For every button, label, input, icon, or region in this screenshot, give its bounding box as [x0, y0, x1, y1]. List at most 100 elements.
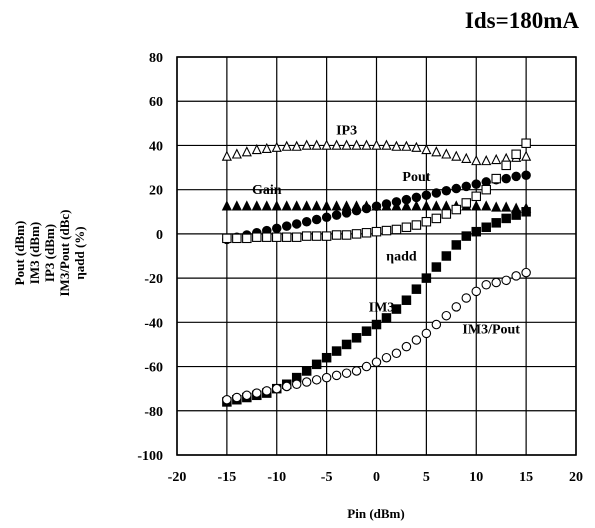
data-point — [251, 143, 262, 155]
data-point — [331, 230, 342, 240]
data-point — [291, 200, 302, 211]
data-point — [321, 212, 332, 223]
y-tick-label: 40 — [149, 139, 163, 154]
data-point — [471, 200, 482, 211]
data-point — [311, 214, 322, 225]
series-annotation: IM3/Pout — [462, 322, 520, 337]
series-annotation: Gain — [252, 183, 282, 198]
data-point — [511, 271, 521, 281]
data-point — [511, 210, 521, 220]
data-point — [501, 275, 511, 286]
y-tick-label: 0 — [156, 228, 163, 243]
data-point — [481, 200, 492, 211]
data-point — [491, 173, 501, 184]
data-point — [441, 310, 452, 321]
data-point — [242, 233, 252, 244]
data-point — [491, 201, 502, 212]
data-point — [391, 197, 402, 207]
data-point — [311, 359, 322, 370]
data-point — [381, 225, 392, 236]
data-point — [262, 386, 272, 396]
y-tick-label: -80 — [144, 405, 163, 420]
data-point — [441, 251, 452, 261]
data-point — [421, 216, 432, 227]
data-point — [501, 160, 511, 171]
data-point — [321, 372, 332, 383]
data-point — [421, 328, 432, 339]
data-point — [221, 200, 232, 211]
data-point — [351, 229, 362, 239]
plot-frame — [176, 56, 577, 456]
x-tick-label: -5 — [321, 470, 333, 485]
data-point — [461, 293, 472, 303]
data-point — [441, 148, 452, 159]
data-point — [291, 140, 302, 151]
data-point — [401, 200, 412, 211]
x-tick-label: -20 — [168, 470, 187, 485]
data-point — [351, 366, 362, 376]
series--add — [222, 138, 531, 244]
series-annotation: IM3 — [369, 300, 395, 315]
series-im3-pout — [222, 267, 531, 405]
data-point — [241, 146, 252, 157]
data-point — [421, 143, 432, 155]
data-point — [431, 319, 442, 330]
y-tick-label: 60 — [149, 95, 163, 110]
data-point — [281, 381, 292, 392]
data-point — [401, 295, 412, 305]
data-point — [411, 192, 422, 203]
data-point — [421, 200, 432, 211]
y-tick-label: -20 — [144, 272, 163, 287]
data-point — [331, 346, 342, 356]
x-tick-label: -15 — [218, 470, 237, 485]
data-point — [281, 140, 292, 151]
data-point — [222, 233, 232, 244]
data-point — [481, 279, 491, 290]
data-point — [252, 388, 262, 398]
y-tick-label: -60 — [144, 361, 163, 376]
data-point — [501, 213, 511, 224]
data-point — [471, 191, 481, 202]
y-axis-label-line: ηadd (%) — [72, 226, 87, 279]
data-point — [321, 231, 332, 241]
data-point — [301, 139, 312, 150]
data-point — [241, 200, 252, 211]
data-point — [441, 186, 452, 196]
data-point — [481, 177, 491, 187]
data-point — [381, 313, 392, 323]
data-point — [321, 200, 332, 211]
y-tick-label: 80 — [149, 51, 163, 66]
data-point — [461, 198, 472, 208]
data-point — [521, 207, 531, 217]
data-point — [471, 179, 481, 189]
data-point — [431, 200, 442, 211]
data-point — [391, 304, 402, 314]
y-tick-label: -100 — [137, 449, 163, 464]
data-point — [271, 200, 282, 211]
data-point — [231, 200, 242, 211]
data-point — [341, 368, 352, 378]
y-axis-label-line: IP3 (dBm) — [42, 224, 57, 282]
data-point — [481, 184, 491, 195]
data-point — [242, 390, 252, 401]
data-point — [401, 140, 412, 151]
data-point — [262, 232, 272, 242]
data-point — [281, 232, 292, 242]
x-tick-label: 20 — [569, 470, 583, 485]
data-point — [511, 149, 521, 160]
data-point — [411, 220, 422, 230]
data-point — [311, 139, 322, 150]
data-point — [331, 370, 342, 381]
data-point — [371, 201, 382, 212]
data-point — [451, 183, 462, 194]
data-point — [232, 392, 242, 403]
series-annotation: IP3 — [336, 123, 357, 138]
data-point — [361, 326, 372, 336]
data-point — [451, 302, 462, 312]
data-point — [411, 335, 422, 345]
x-tick-label: 0 — [373, 470, 380, 485]
data-point — [431, 262, 442, 272]
data-point — [461, 152, 472, 163]
data-point — [421, 190, 432, 200]
series-annotation: Pout — [402, 170, 430, 185]
